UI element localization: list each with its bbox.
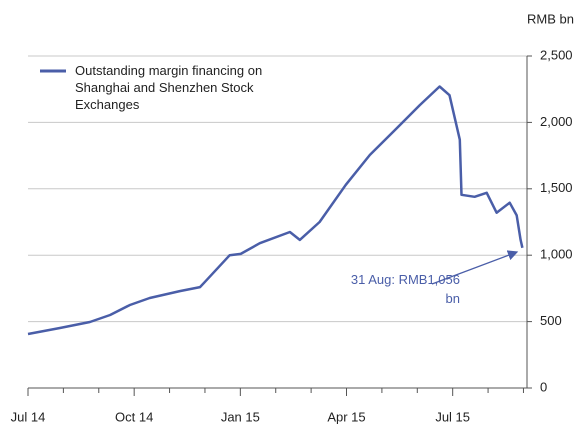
x-tick-label: Apr 15	[327, 409, 365, 424]
x-tick-label: Jul 15	[435, 409, 470, 424]
y-axis-label: RMB bn	[527, 11, 574, 26]
data-line	[27, 85, 524, 336]
y-tick-label: 0	[540, 379, 547, 394]
x-tick-label: Jan 15	[221, 409, 260, 424]
y-tick-label: 1,000	[540, 247, 573, 262]
x-tick-label: Oct 14	[115, 409, 153, 424]
annotation: 31 Aug: RMB1,056 bn	[350, 272, 460, 306]
y-tick-label: 500	[540, 313, 562, 328]
x-tick-label: Jul 14	[11, 409, 46, 424]
annotation-arrow	[431, 250, 519, 285]
legend-label: Outstanding margin financing on Shanghai…	[75, 63, 263, 112]
y-tick-label: 2,000	[540, 114, 573, 129]
y-tick-label: 2,500	[540, 47, 573, 62]
y-tick-label: 1,500	[540, 180, 573, 195]
